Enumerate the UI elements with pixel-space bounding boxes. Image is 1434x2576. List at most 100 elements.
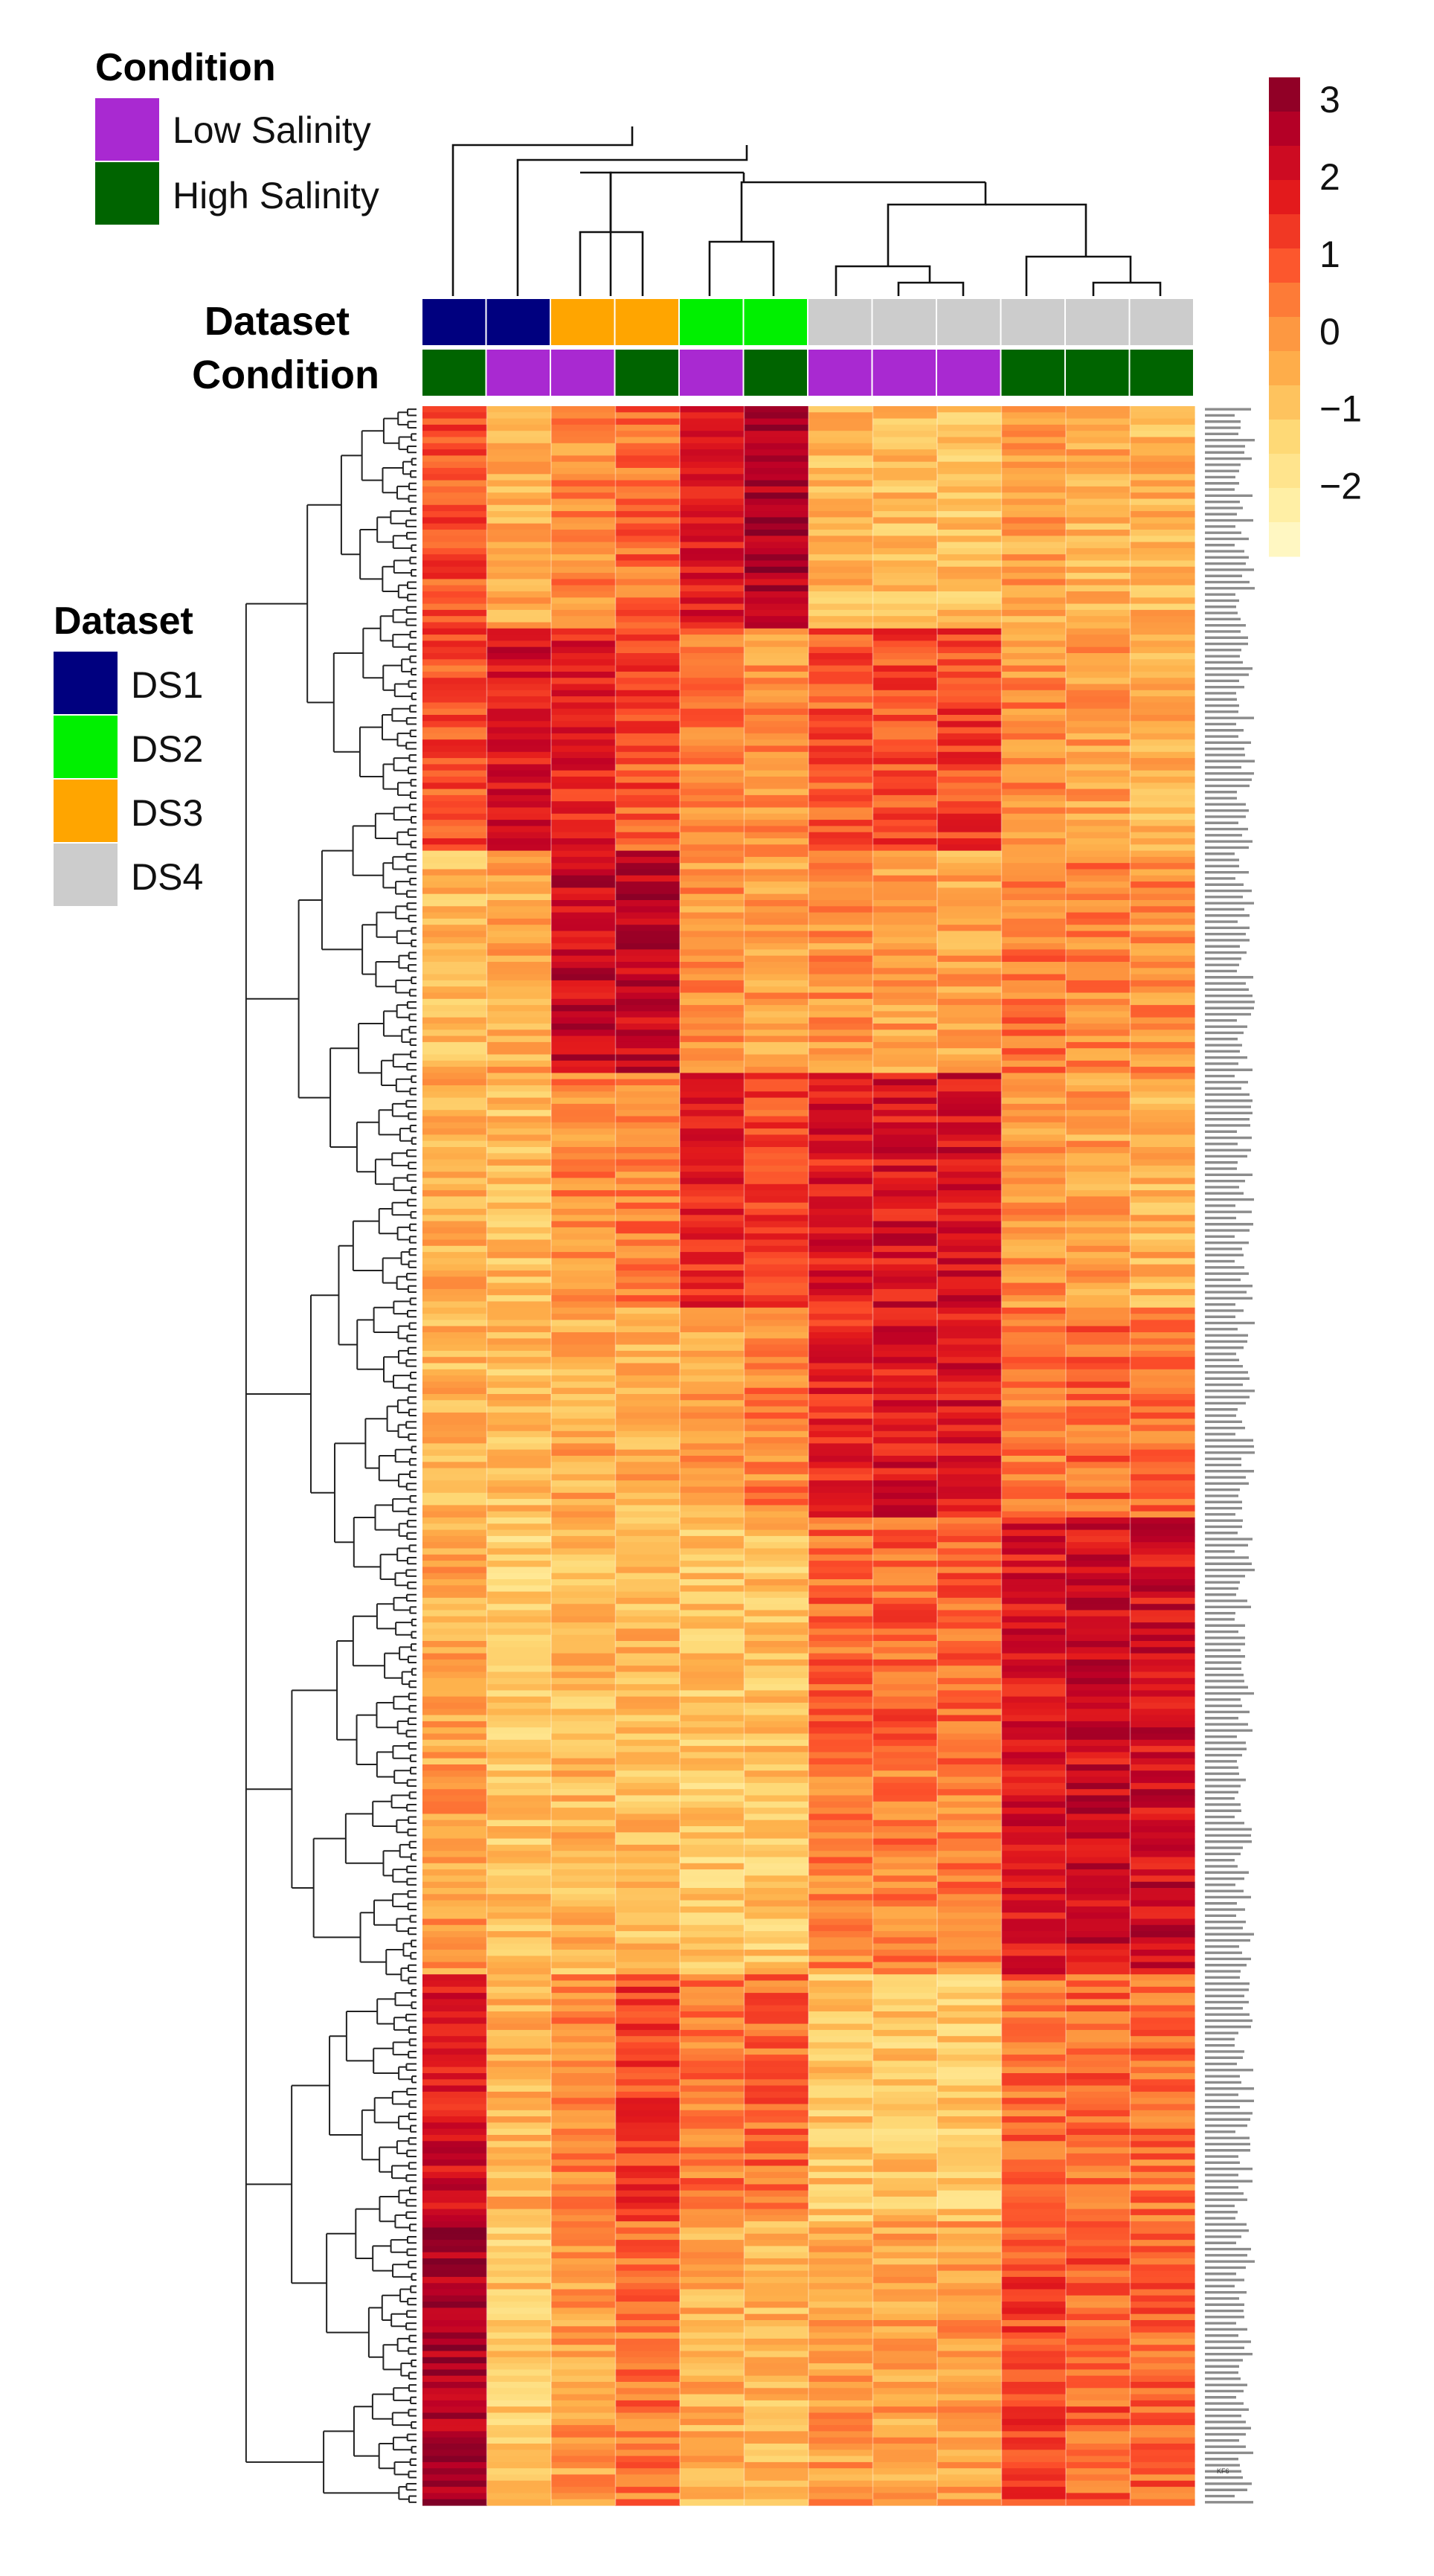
heatmap-cell: [872, 1918, 938, 1926]
heatmap-cell: [872, 1030, 938, 1037]
heatmap-cell: [808, 1492, 874, 1500]
heatmap-cell: [808, 1153, 874, 1160]
heatmap-cell: [422, 1288, 488, 1296]
heatmap-cell: [551, 579, 617, 586]
heatmap-cell: [1066, 1147, 1131, 1154]
heatmap-cell: [872, 1183, 938, 1191]
heatmap-cell: [937, 597, 1003, 605]
heatmap-cell: [1066, 826, 1131, 833]
heatmap-cell: [486, 1288, 552, 1296]
heatmap-cell: [872, 1196, 938, 1204]
heatmap-cell: [1130, 2276, 1195, 2284]
heatmap-cell: [937, 418, 1003, 425]
heatmap-cell: [1001, 1956, 1067, 1963]
heatmap-cell: [744, 1190, 809, 1197]
heatmap-cell: [486, 943, 552, 950]
heatmap-cell: [808, 2474, 874, 2482]
heatmap-cell: [680, 560, 745, 568]
heatmap-cell: [744, 566, 809, 574]
heatmap-cell: [872, 1245, 938, 1253]
heatmap-cell: [486, 1116, 552, 1123]
heatmap-cell: [1001, 745, 1067, 753]
heatmap-cell: [1001, 2203, 1067, 2210]
heatmap-cell: [1066, 1350, 1131, 1358]
heatmap-cell: [615, 1634, 681, 1642]
heatmap-cell: [422, 1535, 488, 1543]
heatmap-cell: [615, 1116, 681, 1123]
heatmap-cell: [872, 1851, 938, 1858]
heatmap-cell: [808, 1597, 874, 1605]
heatmap-cell: [808, 616, 874, 623]
heatmap-cell: [680, 1140, 745, 1148]
heatmap-cell: [422, 733, 488, 740]
heatmap-cell: [551, 1430, 617, 1438]
heatmap-cell: [422, 1419, 488, 1426]
heatmap-cell: [486, 1486, 552, 1494]
heatmap-cell: [615, 659, 681, 667]
heatmap-cell: [486, 474, 552, 481]
heatmap-cell: [1130, 1770, 1195, 1778]
heatmap-cell: [486, 1727, 552, 1735]
heatmap-cell: [680, 2307, 745, 2315]
heatmap-cell: [1130, 2104, 1195, 2111]
heatmap-cell: [808, 2197, 874, 2203]
heatmap-cell: [744, 1505, 809, 1512]
heatmap-cell: [744, 2091, 809, 2098]
heatmap-cell: [744, 1604, 809, 1611]
heatmap-cell: [486, 455, 552, 463]
heatmap-cell: [808, 1671, 874, 1679]
heatmap-cell: [486, 1419, 552, 1426]
heatmap-cell: [551, 2283, 617, 2290]
heatmap-cell: [422, 1795, 488, 1802]
heatmap-cell: [1130, 727, 1195, 734]
heatmap-cell: [486, 1986, 552, 1994]
heatmap-cell: [680, 690, 745, 697]
heatmap-cell: [1130, 1634, 1195, 1642]
heatmap-cell: [615, 2412, 681, 2420]
heatmap-cell: [808, 826, 874, 833]
heatmap-cell: [744, 653, 809, 660]
heatmap-cell: [937, 1752, 1003, 1759]
heatmap-cell: [422, 2203, 488, 2210]
heatmap-cell: [551, 881, 617, 888]
heatmap-cell: [680, 1795, 745, 1802]
heatmap-cell: [808, 2320, 874, 2327]
heatmap-cell: [1130, 1962, 1195, 1969]
heatmap-cell: [680, 2221, 745, 2229]
heatmap-cell: [937, 2276, 1003, 2284]
heatmap-cell: [744, 2388, 809, 2395]
heatmap-cell: [551, 856, 617, 864]
heatmap-cell: [808, 721, 874, 728]
heatmap-cell: [615, 1183, 681, 1191]
heatmap-cell: [937, 1276, 1003, 1284]
heatmap-cell: [680, 1666, 745, 1673]
heatmap-cell: [808, 1196, 874, 1204]
heatmap-cell: [486, 807, 552, 815]
heatmap-cell: [422, 937, 488, 944]
heatmap-cell: [808, 1332, 874, 1339]
heatmap-cell: [1001, 468, 1067, 475]
heatmap-cell: [1130, 850, 1195, 858]
heatmap-cell: [1066, 1523, 1131, 1531]
heatmap-cell: [872, 1412, 938, 1419]
heatmap-cell: [551, 1314, 617, 1320]
heatmap-cell: [486, 2444, 552, 2450]
heatmap-cell: [1066, 1739, 1131, 1747]
heatmap-cell: [1066, 671, 1131, 678]
heatmap-cell: [937, 1739, 1003, 1747]
heatmap-cell: [744, 2307, 809, 2315]
heatmap-cell: [680, 1746, 745, 1753]
heatmap-cell: [1066, 1369, 1131, 1376]
heatmap-cell: [1130, 566, 1195, 574]
heatmap-cell: [422, 1529, 488, 1537]
heatmap-cell: [422, 443, 488, 450]
heatmap-cell: [937, 1579, 1003, 1586]
heatmap-cell: [1066, 1468, 1131, 1475]
heatmap-cell: [1130, 1641, 1195, 1648]
heatmap-cell: [808, 1103, 874, 1111]
heatmap-cell: [422, 1548, 488, 1555]
heatmap-cell: [1066, 2159, 1131, 2167]
heatmap-cell: [1130, 2079, 1195, 2087]
heatmap-cell: [872, 1239, 938, 1247]
heatmap-cell: [486, 1202, 552, 1210]
